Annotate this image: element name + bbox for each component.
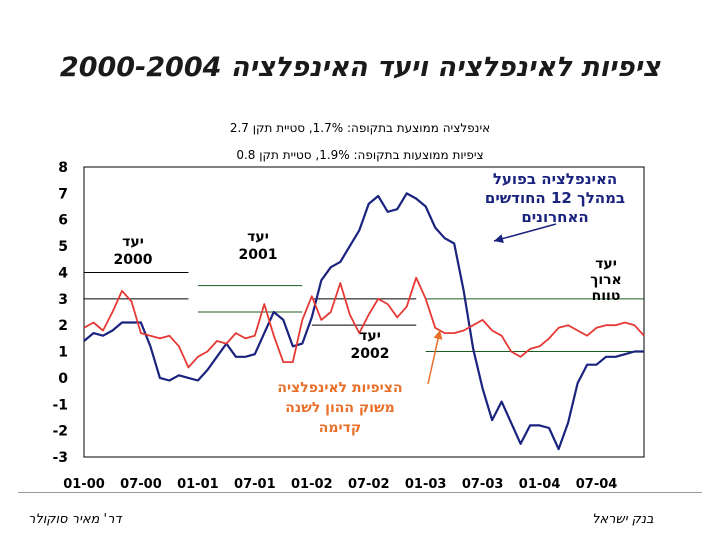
actual-label-arrow-head xyxy=(494,234,504,243)
x-tick-label: 01-02 xyxy=(291,477,333,492)
x-tick-label: 07-01 xyxy=(234,477,276,492)
y-tick-label: 6 xyxy=(58,213,68,229)
x-tick-label: 01-04 xyxy=(519,477,561,492)
y-tick-label: -2 xyxy=(52,424,68,440)
y-tick-label: 4 xyxy=(58,265,68,281)
page-title: ציפיות לאינפלציה ויעד האינפלציה 2000-200… xyxy=(59,52,661,83)
footer-author: דר' מאיר סוקולר xyxy=(28,512,122,527)
y-tick-label: 1 xyxy=(58,345,68,361)
y-tick-label: 0 xyxy=(58,371,68,387)
expectations-label-arrow-head xyxy=(433,330,443,340)
target-2000-label: 2000 xyxy=(114,252,153,268)
y-tick-label: -1 xyxy=(52,397,68,413)
x-tick-label: 07-03 xyxy=(462,477,504,492)
target-long-term-label: יעד xyxy=(595,256,617,272)
x-tick-label: 07-04 xyxy=(576,477,618,492)
expectations-label: הציפיות לאינפלציה xyxy=(277,380,402,396)
target-2001-label: יעד xyxy=(247,229,269,245)
actual-inflation-label: האחרונים xyxy=(521,208,588,226)
footer-divider xyxy=(18,492,702,493)
target-long-term-label: ארוך xyxy=(590,272,622,288)
expectations-stats: ציפיות ממוצעות בתקופה: 1.9%, סטיית תקן 0… xyxy=(236,148,484,162)
expectations-label-arrow-shaft xyxy=(427,329,441,385)
target-long-term-label: טווח xyxy=(592,288,621,304)
expectations-label: קדימה xyxy=(319,420,361,436)
target-2002-label: 2002 xyxy=(351,346,390,362)
target-2001-label: 2001 xyxy=(239,247,278,263)
actual-label-arrow-shaft xyxy=(493,223,557,242)
y-tick-label: 7 xyxy=(58,186,68,202)
inflation-chart: 8 7 6 5 4 3 2 1 0 -1 -2 -3 01-00 07-00 01-01 07-01 01-02… xyxy=(52,160,645,492)
x-tick-label: 01-01 xyxy=(177,477,219,492)
x-tick-label: 07-02 xyxy=(348,477,390,492)
y-tick-label: -3 xyxy=(52,450,68,466)
target-2002-label: יעד xyxy=(359,328,381,344)
actual-inflation-stats: אינפלציה ממוצעת בתקופה: 1.7%, סטיית תקן … xyxy=(229,121,491,135)
expected-series-line xyxy=(83,276,645,369)
expectations-label: משוק ההון לשנה xyxy=(285,400,395,416)
footer-institution: בנק ישראל xyxy=(592,512,654,527)
plot-frame xyxy=(83,166,645,458)
x-tick-label: 01-00 xyxy=(63,477,105,492)
x-tick-label: 07-00 xyxy=(120,477,162,492)
target-2000-label: יעד xyxy=(122,234,144,250)
actual-inflation-label: האינפלציה בפועל xyxy=(493,170,617,188)
y-tick-label: 3 xyxy=(58,292,68,308)
y-tick-label: 5 xyxy=(58,239,68,255)
y-tick-label: 8 xyxy=(58,160,68,176)
actual-inflation-label: במהלך 12 החודשים xyxy=(485,189,625,207)
actual-series-line xyxy=(83,192,644,451)
y-tick-label: 2 xyxy=(58,318,68,334)
x-tick-label: 01-03 xyxy=(405,477,447,492)
